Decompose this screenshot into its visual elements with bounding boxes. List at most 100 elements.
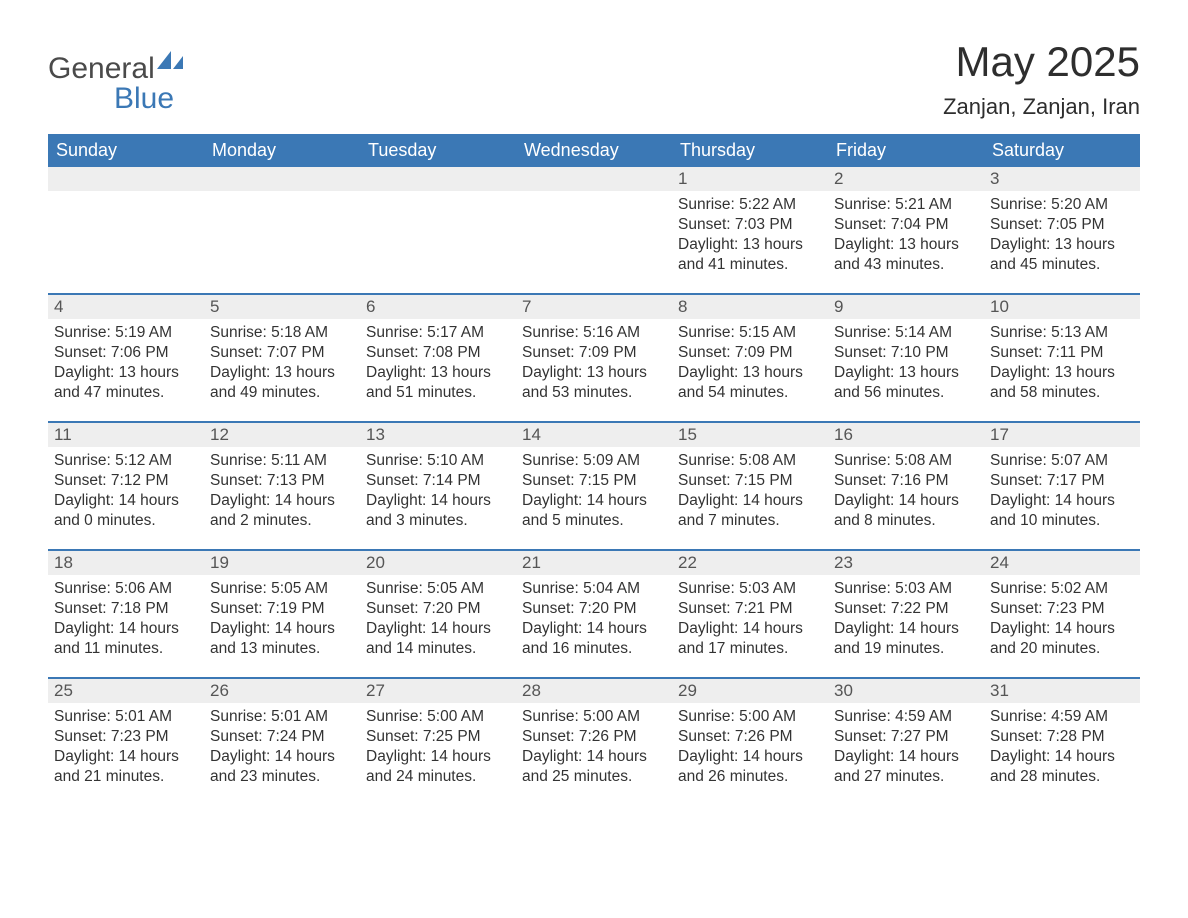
daylight-text: Daylight: 14 hours and 17 minutes. bbox=[678, 619, 822, 659]
day-details: Sunrise: 5:09 AMSunset: 7:15 PMDaylight:… bbox=[516, 447, 672, 536]
sunrise-text: Sunrise: 5:00 AM bbox=[366, 707, 510, 727]
day-cell: 15 Sunrise: 5:08 AMSunset: 7:15 PMDayligh… bbox=[672, 423, 828, 549]
day-cell: 7Sunrise: 5:16 AMSunset: 7:09 PMDaylight… bbox=[516, 295, 672, 421]
day-cell: 31Sunrise: 4:59 AMSunset: 7:28 PMDayligh… bbox=[984, 679, 1140, 805]
day-number: 20 bbox=[360, 551, 516, 575]
day-cell: 12Sunrise: 5:11 AMSunset: 7:13 PMDayligh… bbox=[204, 423, 360, 549]
sunset-text: Sunset: 7:03 PM bbox=[678, 215, 822, 235]
sunset-text: Sunset: 7:18 PM bbox=[54, 599, 198, 619]
day-number: 8 bbox=[672, 295, 828, 319]
daylight-text: Daylight: 13 hours and 51 minutes. bbox=[366, 363, 510, 403]
sunset-text: Sunset: 7:04 PM bbox=[834, 215, 978, 235]
day-details: Sunrise: 5:20 AMSunset: 7:05 PMDaylight:… bbox=[984, 191, 1140, 280]
daylight-text: Daylight: 13 hours and 58 minutes. bbox=[990, 363, 1134, 403]
day-details: Sunrise: 5:02 AMSunset: 7:23 PMDaylight:… bbox=[984, 575, 1140, 664]
daylight-text: Daylight: 14 hours and 26 minutes. bbox=[678, 747, 822, 787]
day-cell: 3Sunrise: 5:20 AMSunset: 7:05 PMDaylight… bbox=[984, 167, 1140, 293]
week-row: 11Sunrise: 5:12 AMSunset: 7:12 PMDayligh… bbox=[48, 421, 1140, 549]
brand-text: General Blue bbox=[48, 54, 183, 114]
sunrise-text: Sunrise: 5:04 AM bbox=[522, 579, 666, 599]
daylight-text: Daylight: 13 hours and 49 minutes. bbox=[210, 363, 354, 403]
daylight-text: Daylight: 14 hours and 3 minutes. bbox=[366, 491, 510, 531]
day-cell: 14Sunrise: 5:09 AMSunset: 7:15 PMDayligh… bbox=[516, 423, 672, 549]
weekday-header: Saturday bbox=[984, 134, 1140, 167]
day-details: Sunrise: 5:13 AMSunset: 7:11 PMDaylight:… bbox=[984, 319, 1140, 408]
day-details: Sunrise: 5:21 AMSunset: 7:04 PMDaylight:… bbox=[828, 191, 984, 280]
day-details: Sunrise: 5:01 AMSunset: 7:24 PMDaylight:… bbox=[204, 703, 360, 792]
sunrise-text: Sunrise: 5:03 AM bbox=[834, 579, 978, 599]
day-details: Sunrise: 5:12 AMSunset: 7:12 PMDaylight:… bbox=[48, 447, 204, 536]
day-details bbox=[516, 191, 672, 201]
triangle-icon bbox=[157, 51, 171, 69]
day-details: Sunrise: 5:06 AMSunset: 7:18 PMDaylight:… bbox=[48, 575, 204, 664]
daylight-text: Daylight: 13 hours and 47 minutes. bbox=[54, 363, 198, 403]
daylight-text: Daylight: 14 hours and 19 minutes. bbox=[834, 619, 978, 659]
daylight-text: Daylight: 13 hours and 45 minutes. bbox=[990, 235, 1134, 275]
day-details: Sunrise: 5:14 AMSunset: 7:10 PMDaylight:… bbox=[828, 319, 984, 408]
day-number: 27 bbox=[360, 679, 516, 703]
sunrise-text: Sunrise: 5:05 AM bbox=[210, 579, 354, 599]
day-number: 26 bbox=[204, 679, 360, 703]
day-details: Sunrise: 5:19 AMSunset: 7:06 PMDaylight:… bbox=[48, 319, 204, 408]
day-details: Sunrise: 5:07 AMSunset: 7:17 PMDaylight:… bbox=[984, 447, 1140, 536]
sunset-text: Sunset: 7:20 PM bbox=[366, 599, 510, 619]
day-number: 10 bbox=[984, 295, 1140, 319]
day-number: 21 bbox=[516, 551, 672, 575]
day-details bbox=[48, 191, 204, 201]
sunrise-text: Sunrise: 5:08 AM bbox=[834, 451, 978, 471]
day-details: Sunrise: 5:00 AMSunset: 7:26 PMDaylight:… bbox=[516, 703, 672, 792]
title-block: May 2025 Zanjan, Zanjan, Iran bbox=[943, 40, 1140, 120]
triangle-icon bbox=[173, 56, 183, 69]
week-row: 18Sunrise: 5:06 AMSunset: 7:18 PMDayligh… bbox=[48, 549, 1140, 677]
daylight-text: Daylight: 13 hours and 41 minutes. bbox=[678, 235, 822, 275]
daylight-text: Daylight: 14 hours and 10 minutes. bbox=[990, 491, 1134, 531]
daylight-text: Daylight: 13 hours and 53 minutes. bbox=[522, 363, 666, 403]
day-details: Sunrise: 4:59 AMSunset: 7:27 PMDaylight:… bbox=[828, 703, 984, 792]
day-number: 2 bbox=[828, 167, 984, 191]
day-number: 9 bbox=[828, 295, 984, 319]
day-cell: 6Sunrise: 5:17 AMSunset: 7:08 PMDaylight… bbox=[360, 295, 516, 421]
day-cell: 30Sunrise: 4:59 AMSunset: 7:27 PMDayligh… bbox=[828, 679, 984, 805]
day-number: 28 bbox=[516, 679, 672, 703]
sunrise-text: Sunrise: 5:16 AM bbox=[522, 323, 666, 343]
daylight-text: Daylight: 14 hours and 5 minutes. bbox=[522, 491, 666, 531]
sunrise-text: Sunrise: 5:20 AM bbox=[990, 195, 1134, 215]
sunrise-text: Sunrise: 5:06 AM bbox=[54, 579, 198, 599]
daylight-text: Daylight: 14 hours and 23 minutes. bbox=[210, 747, 354, 787]
sunrise-text: Sunrise: 5:09 AM bbox=[522, 451, 666, 471]
sunset-text: Sunset: 7:09 PM bbox=[678, 343, 822, 363]
week-row: 1Sunrise: 5:22 AMSunset: 7:03 PMDaylight… bbox=[48, 167, 1140, 293]
sunset-text: Sunset: 7:17 PM bbox=[990, 471, 1134, 491]
day-cell: 21Sunrise: 5:04 AMSunset: 7:20 PMDayligh… bbox=[516, 551, 672, 677]
day-details: Sunrise: 5:03 AMSunset: 7:22 PMDaylight:… bbox=[828, 575, 984, 664]
sunrise-text: Sunrise: 4:59 AM bbox=[834, 707, 978, 727]
day-number: 29 bbox=[672, 679, 828, 703]
day-cell: 25Sunrise: 5:01 AMSunset: 7:23 PMDayligh… bbox=[48, 679, 204, 805]
daylight-text: Daylight: 14 hours and 13 minutes. bbox=[210, 619, 354, 659]
daylight-text: Daylight: 14 hours and 21 minutes. bbox=[54, 747, 198, 787]
day-number bbox=[204, 167, 360, 191]
sunrise-text: Sunrise: 5:05 AM bbox=[366, 579, 510, 599]
sunset-text: Sunset: 7:22 PM bbox=[834, 599, 978, 619]
sunrise-text: Sunrise: 5:01 AM bbox=[54, 707, 198, 727]
day-details bbox=[360, 191, 516, 201]
day-cell: 10Sunrise: 5:13 AMSunset: 7:11 PMDayligh… bbox=[984, 295, 1140, 421]
day-cell: 29Sunrise: 5:00 AMSunset: 7:26 PMDayligh… bbox=[672, 679, 828, 805]
day-cell: 17Sunrise: 5:07 AMSunset: 7:17 PMDayligh… bbox=[984, 423, 1140, 549]
daylight-text: Daylight: 14 hours and 0 minutes. bbox=[54, 491, 198, 531]
sunrise-text: Sunrise: 5:11 AM bbox=[210, 451, 354, 471]
sunset-text: Sunset: 7:05 PM bbox=[990, 215, 1134, 235]
daylight-text: Daylight: 14 hours and 11 minutes. bbox=[54, 619, 198, 659]
week-row: 25Sunrise: 5:01 AMSunset: 7:23 PMDayligh… bbox=[48, 677, 1140, 805]
sunset-text: Sunset: 7:15 PM bbox=[678, 471, 822, 491]
sunset-text: Sunset: 7:21 PM bbox=[678, 599, 822, 619]
sunrise-text: Sunrise: 5:17 AM bbox=[366, 323, 510, 343]
weekday-header: Tuesday bbox=[360, 134, 516, 167]
daylight-text: Daylight: 14 hours and 7 minutes. bbox=[678, 491, 822, 531]
sunset-text: Sunset: 7:23 PM bbox=[54, 727, 198, 747]
day-number: 15 bbox=[672, 423, 828, 447]
sunrise-text: Sunrise: 5:12 AM bbox=[54, 451, 198, 471]
sunrise-text: Sunrise: 5:08 AM bbox=[678, 451, 822, 471]
sunrise-text: Sunrise: 5:02 AM bbox=[990, 579, 1134, 599]
sunset-text: Sunset: 7:25 PM bbox=[366, 727, 510, 747]
